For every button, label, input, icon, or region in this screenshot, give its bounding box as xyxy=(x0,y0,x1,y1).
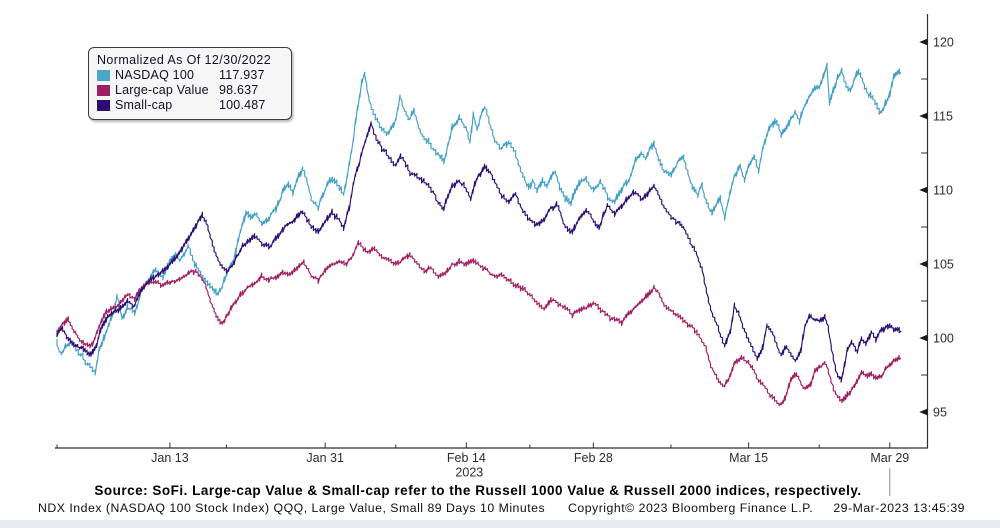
x-tick-label: Feb 14 xyxy=(447,451,486,465)
security-descriptor: NDX Index (NASDAQ 100 Stock Index) QQQ, … xyxy=(38,501,546,515)
legend-item-value: 100.487 xyxy=(219,98,266,112)
y-axis-tick-arrow xyxy=(919,38,928,46)
terminal-meta-row: NDX Index (NASDAQ 100 Stock Index) QQQ, … xyxy=(0,501,1000,516)
legend-item-label: Small-cap xyxy=(115,98,173,112)
y-axis-tick-arrow xyxy=(919,334,928,342)
y-axis-tick-arrow xyxy=(919,186,928,194)
legend-item-label: Large-cap Value xyxy=(115,83,209,97)
y-axis-tick-arrow xyxy=(919,408,928,416)
legend-item-value: 117.937 xyxy=(219,68,265,82)
copyright-note: Copyright© 2023 Bloomberg Finance L.P. xyxy=(568,501,814,515)
x-tick-label: Jan 13 xyxy=(151,451,189,465)
x-tick-label: Mar 15 xyxy=(729,451,768,465)
x-tick-label: Feb 28 xyxy=(574,451,613,465)
y-tick-label: 105 xyxy=(933,258,954,272)
legend-item-value: 98.637 xyxy=(219,83,259,97)
x-axis-year-label: 2023 xyxy=(455,466,483,480)
y-tick-label: 115 xyxy=(933,110,953,124)
x-tick-label: Mar 29 xyxy=(870,451,909,465)
legend-item-small-cap[interactable]: Small-cap 100.487 xyxy=(97,98,283,113)
series-line-nasdaq-100 xyxy=(56,62,902,376)
legend-item-label: NASDAQ 100 xyxy=(115,68,195,82)
y-axis-tick-arrow xyxy=(919,260,928,268)
y-tick-label: 110 xyxy=(933,184,953,198)
x-tick-label: Jan 31 xyxy=(306,451,344,465)
legend-rows: NASDAQ 100 117.937 Large-cap Value 98.637 Sm… xyxy=(97,68,283,113)
series-line-large-cap-value xyxy=(56,239,902,407)
series-color-swatch xyxy=(97,70,110,81)
legend-item-large-cap-value[interactable]: Large-cap Value 98.637 xyxy=(97,83,283,98)
y-tick-label: 120 xyxy=(933,36,954,50)
chart-legend[interactable]: Normalized As Of 12/30/2022 NASDAQ 100 11… xyxy=(88,47,292,120)
window-edge xyxy=(0,520,1000,528)
legend-item-nasdaq-100[interactable]: NASDAQ 100 117.937 xyxy=(97,68,283,83)
y-axis-tick-arrow xyxy=(919,112,928,120)
series-color-swatch xyxy=(97,100,110,111)
legend-title: Normalized As Of 12/30/2022 xyxy=(97,53,272,67)
series-color-swatch xyxy=(97,85,110,96)
series-line-small-cap xyxy=(56,121,902,383)
y-tick-label: 95 xyxy=(933,406,947,420)
y-tick-label: 100 xyxy=(933,332,954,346)
source-note: Source: SoFi. Large-cap Value & Small-ca… xyxy=(94,483,862,498)
timestamp: 29-Mar-2023 13:45:39 xyxy=(833,501,965,515)
